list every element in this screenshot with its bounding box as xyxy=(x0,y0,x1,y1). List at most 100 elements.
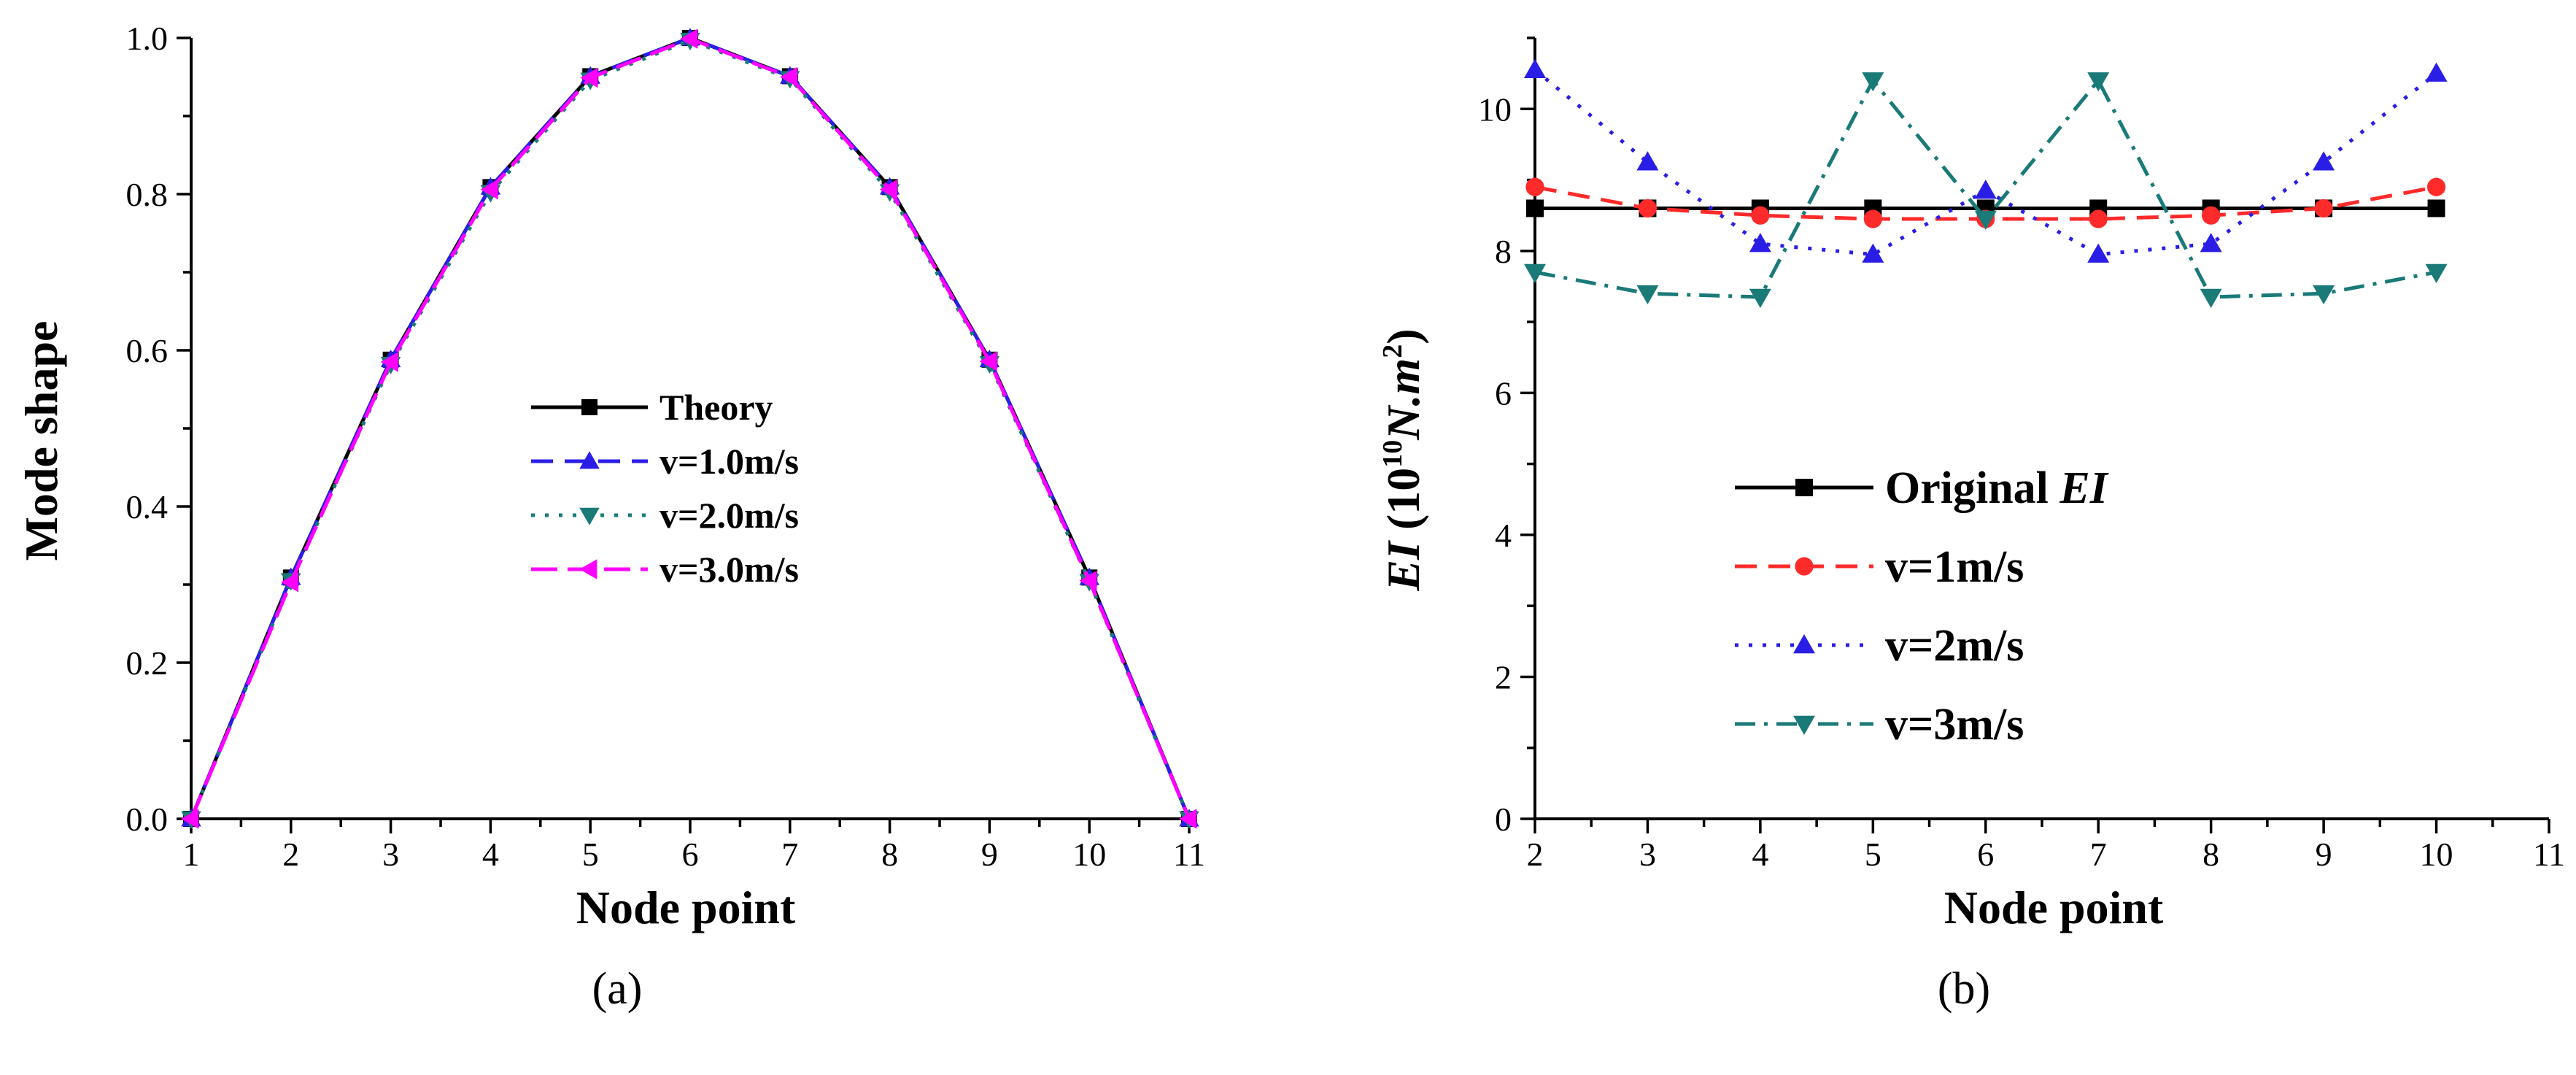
panel-b-series-3-point xyxy=(1974,180,1997,199)
panel-b-series-4-point xyxy=(2425,263,2448,283)
panel-a-series-4-point xyxy=(281,572,299,593)
panel-b-series-4-point xyxy=(1862,72,1884,92)
panel-b-y-tick-label: 6 xyxy=(1495,374,1512,412)
panel-b-series-2-point xyxy=(2314,199,2333,218)
panel-b-ylabel-unit: N.m xyxy=(1377,358,1429,441)
panel-a-y-tick-label: 0.2 xyxy=(126,644,169,682)
panel-a-legend-label-4: v=3.0m/s xyxy=(660,549,799,590)
panel-a-series-4-point xyxy=(480,179,498,200)
panel-a-x-tick-label: 10 xyxy=(1072,836,1106,873)
panel-b-legend-label-4: v=3m/s xyxy=(1885,700,2024,750)
panel-a-x-tick-label: 7 xyxy=(781,836,798,873)
panel-b-x-tick-label: 7 xyxy=(2090,836,2107,873)
panel-a-series-4-point xyxy=(1079,570,1097,591)
panel-b-x-tick-label: 3 xyxy=(1639,836,1656,873)
panel-a-x-tick-label: 9 xyxy=(981,836,998,873)
panel-b-legend-label-2: v=1m/s xyxy=(1885,542,2024,592)
panel-b-series-3-point xyxy=(1749,233,1771,253)
panel-b-y-tick-label: 10 xyxy=(1478,90,1512,128)
panel-a-x-tick-label: 11 xyxy=(1173,836,1205,873)
panel-a-series-2-line xyxy=(189,36,1191,820)
panel-a-y-tick-label: 0.6 xyxy=(126,332,169,369)
panel-a-x-tick-label: 8 xyxy=(881,836,898,873)
panel-b-x-tick-label: 5 xyxy=(1865,836,1881,873)
panel-a-legend-marker-1 xyxy=(581,399,597,415)
panel-b-series-2-point xyxy=(1863,209,1882,228)
panel-a-x-tick-label: 2 xyxy=(282,836,299,873)
panel-b-label: (b) xyxy=(1938,964,1990,1014)
panel-b-series-4-point xyxy=(2313,285,2335,305)
panel-a-x-tick-label: 4 xyxy=(482,836,499,873)
panel-b-series-2-point xyxy=(2426,177,2446,196)
panel-b-legend-label-3: v=2m/s xyxy=(1885,621,2024,671)
panel-a-series-3-line xyxy=(189,38,1191,820)
panel-a: 1 2 3 4 5 6 7 8 9 10 11 0.0 0.2 0.4 0.6 0.8 1.0 Theory v=1… xyxy=(15,20,1205,1014)
panel-b-ylabel-ei: EI xyxy=(1377,540,1429,592)
panel-a-series-4-point xyxy=(680,28,698,49)
panel-a-legend-label-3: v=2.0m/s xyxy=(660,495,799,536)
panel-b-legend-marker-1 xyxy=(1795,479,1813,496)
panel-a-series-4-point xyxy=(1179,809,1197,829)
panel-a-x-tick-label: 6 xyxy=(682,836,699,873)
panel-b-legend-marker-2 xyxy=(1795,557,1814,576)
panel-a-series-1-line xyxy=(189,36,1191,820)
panel-a-x-tick-label: 1 xyxy=(183,836,200,873)
panel-b-ylabel-open: (10 xyxy=(1377,468,1429,542)
panel-b-series-2-point xyxy=(2202,206,2221,225)
panel-b-ylabel: EI (1010N.m2) xyxy=(1377,328,1429,591)
panel-b-y-tick-label: 4 xyxy=(1495,517,1512,554)
panel-a-label: (a) xyxy=(592,964,643,1014)
panel-b-series-2-point xyxy=(1638,199,1658,218)
panel-b-x-tick-label: 9 xyxy=(2316,836,2332,873)
panel-b-xlabel: Node point xyxy=(1944,882,2164,933)
panel-a-series-4-line xyxy=(189,36,1191,820)
panel-b-series-4-point xyxy=(1636,285,1659,305)
panel-b-series-3-point xyxy=(1636,151,1659,171)
panel-b-axes xyxy=(1533,38,2549,820)
panel-b-x-tick-label: 11 xyxy=(2533,836,2565,873)
panel-b-y-tick-label: 2 xyxy=(1495,658,1512,696)
panel-b-series-2-point xyxy=(1751,206,1770,225)
panel-a-xlabel: Node point xyxy=(576,882,796,933)
panel-a-series-4-point xyxy=(181,809,199,829)
panel-b-series-3-point xyxy=(1524,58,1546,79)
panel-b-x-tick-label: 10 xyxy=(2420,836,2453,873)
panel-a-y-tick-label: 1.0 xyxy=(126,20,169,57)
panel-b-series-3-point xyxy=(2087,243,2110,263)
panel-b-y-tick-label: 8 xyxy=(1495,233,1512,270)
panel-a-legend-label-2: v=1.0m/s xyxy=(660,441,799,482)
panel-a-ylabel: Mode shape xyxy=(15,321,67,561)
panel-a-series-4-point xyxy=(780,66,798,88)
panel-b-ylabel-exp1: 10 xyxy=(1377,440,1408,468)
panel-a-legend-marker-3 xyxy=(579,507,600,525)
panel-b-series-4-point xyxy=(1749,288,1771,309)
panel-a-legend-marker-2 xyxy=(579,451,600,469)
panel-a-y-tick-label: 0.4 xyxy=(126,488,169,525)
panel-a-series-4-point xyxy=(380,352,398,372)
panel-a-series-4-point xyxy=(580,67,598,88)
panel-a-x-tick-label: 3 xyxy=(382,836,399,873)
panel-b-series-1-point xyxy=(2427,199,2445,217)
panel-b-series-2-point xyxy=(1525,177,1544,196)
panel-b-series-3-point xyxy=(2200,233,2222,253)
panel-a-plot-area: 1 2 3 4 5 6 7 8 9 10 11 0.0 0.2 0.4 0.6 0.8 1.0 Theory v=1… xyxy=(126,20,1206,873)
panel-b-series-4-point xyxy=(2087,72,2110,92)
panel-b-x-tick-label: 6 xyxy=(1977,836,1994,873)
panel-b-series-3-point xyxy=(2313,151,2335,171)
panel-b-series-3-point xyxy=(1862,243,1884,263)
panel-a-x-tick-label: 5 xyxy=(582,836,599,873)
panel-a-series-4-point xyxy=(879,179,897,200)
panel-b-series-4-point xyxy=(1974,210,1997,231)
panel-b-series-3-point xyxy=(2425,62,2448,82)
panel-b-x-tick-label: 4 xyxy=(1752,836,1768,873)
panel-b-series-2-point xyxy=(2089,209,2108,228)
panel-b-ylabel-exp2: 2 xyxy=(1377,344,1408,358)
panel-a-legend-marker-4 xyxy=(579,559,597,579)
panel-a-axes xyxy=(190,38,1189,820)
panel-a-legend-label-1: Theory xyxy=(660,387,773,428)
panel-b-series-4-point xyxy=(2200,288,2222,309)
panel-b-series-4-point xyxy=(1524,263,1546,283)
